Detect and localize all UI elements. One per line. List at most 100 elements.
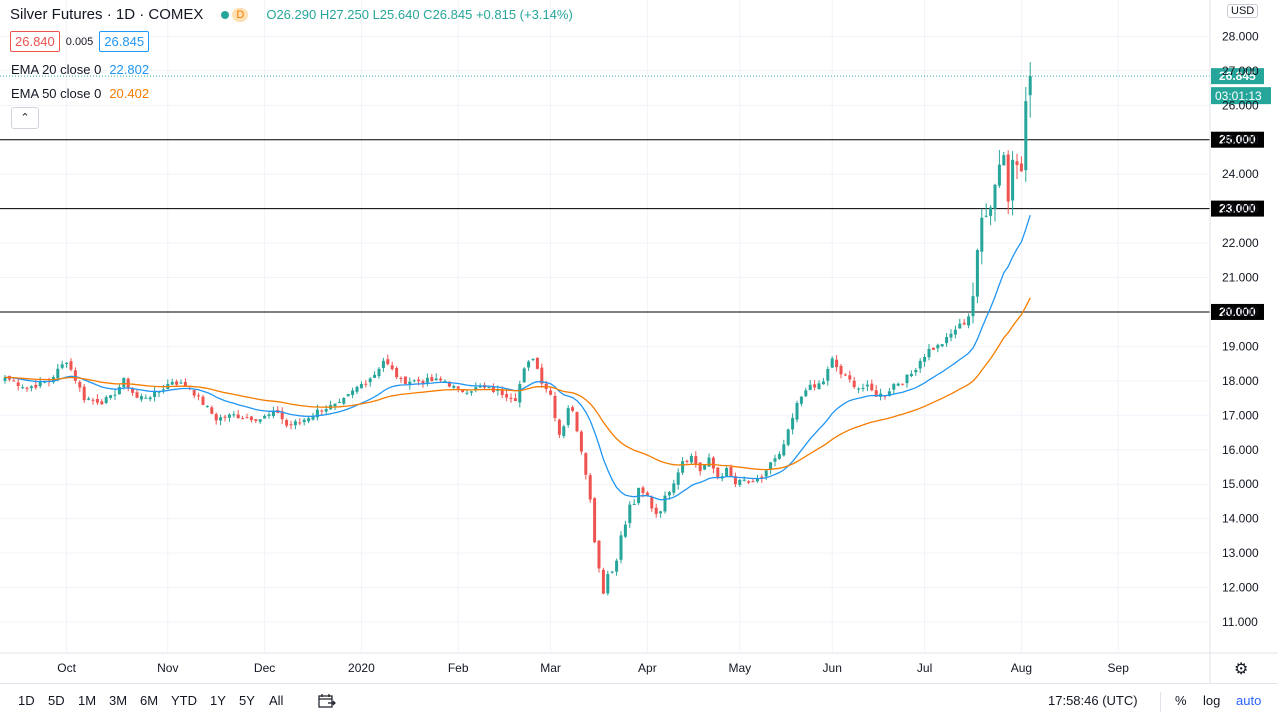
- candle-body: [733, 476, 737, 485]
- candle-body: [227, 414, 231, 418]
- range-3m-button[interactable]: 3M: [109, 693, 128, 708]
- candle-body: [258, 419, 262, 422]
- range-6m-button[interactable]: 6M: [140, 693, 159, 708]
- candle-body: [1015, 161, 1019, 166]
- candle-body: [223, 416, 227, 418]
- candle-body: [896, 383, 900, 386]
- horizontal-levels[interactable]: 25.000 23.000 20.000 26.845 03:01:13: [0, 68, 1271, 320]
- candle-body: [381, 360, 385, 368]
- candle-body: [1002, 155, 1006, 166]
- candle-body: [795, 402, 799, 420]
- currency-badge[interactable]: USD: [1227, 4, 1259, 18]
- candle-body: [791, 417, 795, 430]
- candle-body: [293, 421, 297, 426]
- auto-toggle[interactable]: auto: [1236, 693, 1262, 708]
- candle-body: [439, 378, 443, 381]
- candle-body: [804, 390, 808, 397]
- range-5d-button[interactable]: 5D: [48, 693, 65, 708]
- candle-body: [667, 491, 671, 496]
- candle-body: [214, 414, 218, 421]
- candle-body: [641, 487, 645, 493]
- symbol-title[interactable]: Silver Futures · 1D · COMEX: [10, 6, 204, 23]
- collapse-legend-button[interactable]: ⌃: [11, 107, 39, 129]
- candle-body: [764, 470, 768, 477]
- ema50-value: 20.402: [109, 86, 150, 101]
- candle-body: [663, 495, 667, 512]
- candle-body: [821, 381, 825, 385]
- percent-toggle[interactable]: %: [1175, 693, 1187, 708]
- level-price-label: 20.000: [1219, 305, 1256, 319]
- candle-body: [751, 481, 755, 483]
- candle-body: [901, 383, 905, 385]
- market-open-icon: [221, 10, 230, 19]
- candle-body: [870, 383, 874, 391]
- candle-body: [716, 467, 720, 478]
- candle-body: [830, 358, 834, 368]
- candle-body: [201, 396, 205, 405]
- candle-body: [390, 365, 394, 370]
- ask-price[interactable]: 26.845: [99, 31, 150, 52]
- candle-body: [1011, 159, 1015, 201]
- y-tick-label: 25.000: [1222, 133, 1259, 147]
- range-ytd-button[interactable]: YTD: [171, 693, 197, 708]
- candle-body: [562, 426, 566, 437]
- ema50-line: [4, 297, 1031, 471]
- candle-body: [799, 396, 803, 404]
- range-all-button[interactable]: All: [269, 693, 284, 708]
- candle-body: [1006, 154, 1010, 202]
- candle-body: [465, 392, 469, 394]
- candle-body: [786, 429, 790, 445]
- price-axis[interactable]: 11.000 12.000 13.000 14.000 15.000 16.000 17.0…: [1209, 0, 1259, 683]
- y-tick-label: 23.000: [1222, 202, 1259, 216]
- candle-body: [417, 379, 421, 382]
- candle-body: [936, 344, 940, 349]
- candle-body: [865, 384, 869, 387]
- candle-body: [73, 370, 77, 381]
- utc-clock[interactable]: 17:58:46 (UTC): [1048, 693, 1138, 708]
- bid-price[interactable]: 26.840: [10, 31, 60, 52]
- y-tick-label: 11.000: [1222, 615, 1258, 629]
- range-1y-button[interactable]: 1Y: [210, 693, 226, 708]
- log-toggle[interactable]: log: [1203, 693, 1221, 708]
- ema20-label[interactable]: EMA 20 close 0: [11, 62, 102, 77]
- candle-body: [659, 511, 663, 514]
- ema50-label[interactable]: EMA 50 close 0: [11, 86, 102, 101]
- candle-body: [82, 386, 86, 401]
- range-5y-button[interactable]: 5Y: [239, 693, 255, 708]
- bottom-toolbar: 1D 5D 1M 3M 6M YTD 1Y 5Y All 17:58:46 (U…: [0, 683, 1278, 720]
- candle-body: [923, 356, 927, 362]
- candle-body: [69, 361, 73, 370]
- candle-body: [826, 368, 830, 381]
- candle-body: [769, 462, 773, 470]
- candle-body: [914, 369, 918, 373]
- candle-body: [588, 475, 592, 500]
- y-tick-label: 13.000: [1222, 546, 1259, 560]
- candle-body: [324, 408, 328, 412]
- candle-body: [698, 462, 702, 472]
- candle-body: [980, 217, 984, 252]
- candle-body: [373, 374, 377, 378]
- candle-body: [241, 418, 245, 420]
- candle-body: [408, 381, 412, 385]
- time-axis[interactable]: Oct Nov Dec 2020 Feb Mar Apr May Jun Jul Aug Sep: [0, 652, 1278, 675]
- y-tick-label: 16.000: [1222, 443, 1259, 457]
- x-tick-label: Jun: [823, 661, 842, 675]
- candle-body: [232, 414, 236, 416]
- candle-body: [25, 387, 29, 389]
- candle-body: [430, 377, 434, 382]
- candle-body: [56, 368, 60, 379]
- candle-body: [584, 453, 588, 475]
- candle-body: [179, 382, 183, 384]
- candle-body: [645, 492, 649, 496]
- candle-body: [1028, 76, 1032, 96]
- calendar-range-icon[interactable]: [318, 693, 336, 709]
- settings-gear-icon[interactable]: ⚙: [1234, 661, 1249, 678]
- candle-body: [522, 368, 526, 383]
- range-1m-button[interactable]: 1M: [78, 693, 97, 708]
- candle-body: [139, 396, 143, 400]
- range-1d-button[interactable]: 1D: [18, 693, 35, 708]
- candle-body: [487, 387, 491, 389]
- candle-body: [808, 384, 812, 390]
- candle-body: [219, 417, 223, 421]
